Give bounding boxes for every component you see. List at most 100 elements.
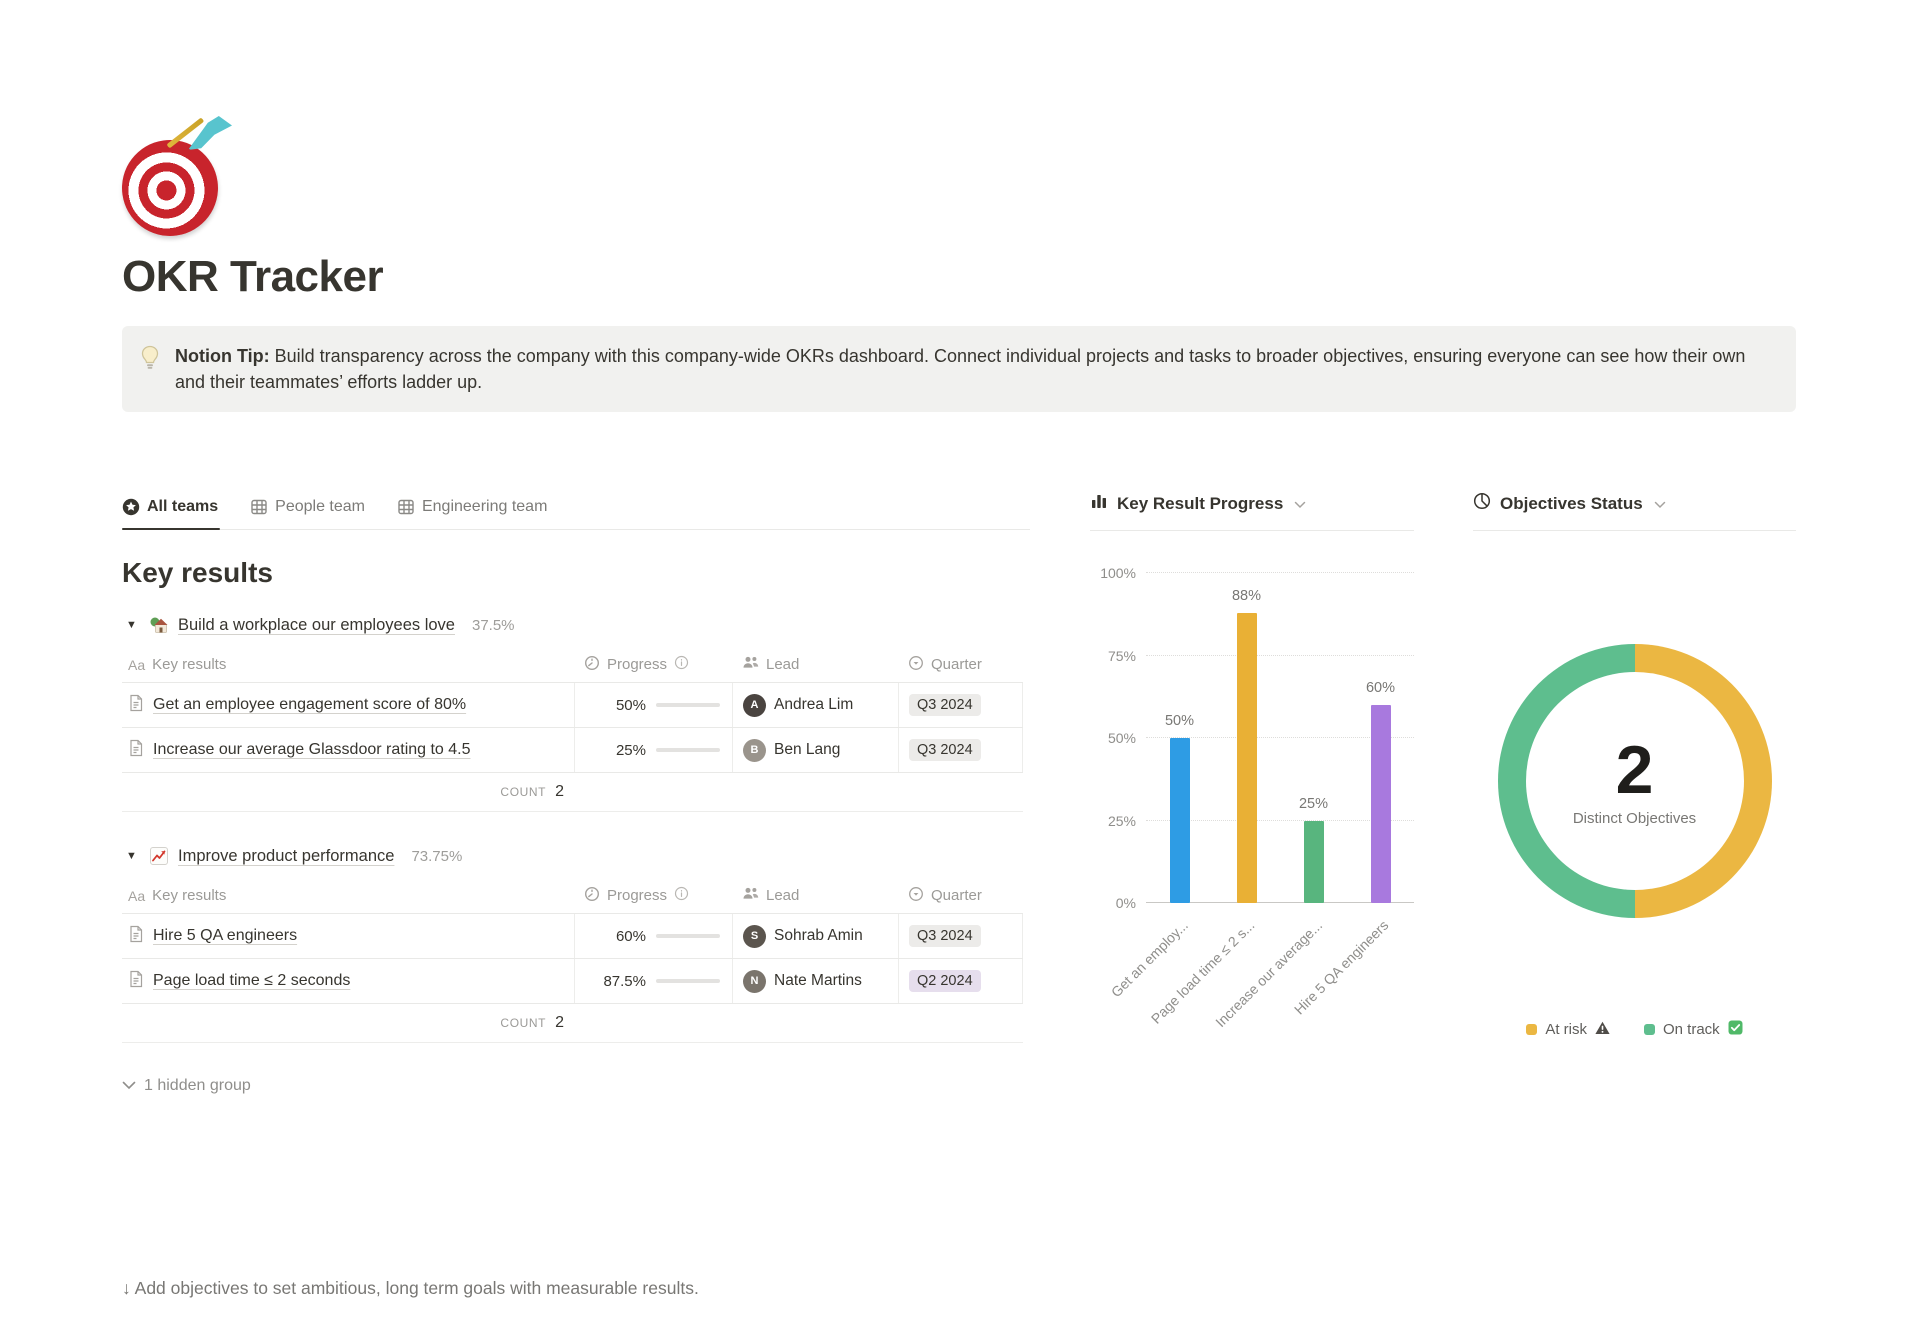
column-header-lead[interactable]: Lead <box>732 655 898 674</box>
legend-swatch <box>1643 1024 1655 1036</box>
people-icon <box>742 886 759 905</box>
content-grid: All teams People team Engineering team K… <box>0 492 1920 1095</box>
lead-name: Andrea Lim <box>774 696 854 714</box>
bar-chart-x-axis: Get an employ... Page load time ≤ 2 s...… <box>1108 903 1414 1078</box>
page-icon <box>128 694 144 716</box>
group-header: ▼ Improve product performance 73.75% <box>122 842 1030 878</box>
chevron-down-icon <box>122 1077 136 1095</box>
bar-slot: 88% <box>1213 573 1280 904</box>
bar[interactable] <box>1236 612 1257 904</box>
donut-chart-title: Objectives Status <box>1500 493 1643 513</box>
lead-name: Nate Martins <box>774 972 862 990</box>
okr-tracker-page: OKR Tracker Notion Tip: Build transparen… <box>0 116 1920 1325</box>
count-calculation[interactable]: COUNT 2 <box>122 1004 574 1042</box>
bar-slot: 60% <box>1347 573 1414 904</box>
bar-chart: 0% 25% 50% 75% 100% 50% 88% <box>1090 565 1414 1078</box>
donut-ring[interactable]: 2 Distinct Objectives <box>1497 644 1772 919</box>
bar-slot: 25% <box>1280 573 1347 904</box>
avatar: A <box>743 693 766 717</box>
column-header-progress[interactable]: Progress <box>574 886 732 906</box>
table-header-row: Aa Key results Progress Lead <box>122 647 1023 684</box>
donut-chart-header[interactable]: Objectives Status <box>1473 492 1796 532</box>
donut-center: 2 Distinct Objectives <box>1525 672 1744 891</box>
collapse-toggle-icon[interactable]: ▼ <box>126 850 137 863</box>
key-result-link[interactable]: Page load time ≤ 2 seconds <box>153 972 351 990</box>
tab-engineering-team[interactable]: Engineering team <box>397 492 549 529</box>
warning-icon <box>1595 1021 1610 1039</box>
count-calculation[interactable]: COUNT 2 <box>122 773 574 811</box>
key-result-link[interactable]: Hire 5 QA engineers <box>153 927 298 945</box>
legend-label: On track <box>1662 1021 1720 1039</box>
hidden-group-toggle[interactable]: 1 hidden group <box>122 1077 1030 1095</box>
objective-group-2: ▼ Improve product performance 73.75% Aa … <box>122 842 1030 1044</box>
column-header-progress[interactable]: Progress <box>574 655 732 675</box>
avatar: N <box>743 969 766 993</box>
chevron-down-icon <box>1294 494 1306 514</box>
table-icon <box>397 498 415 516</box>
page-icon <box>128 925 144 947</box>
quarter-tag: Q2 2024 <box>909 970 981 993</box>
objective-group-1: ▼ Build a workplace our employees love 3… <box>122 611 1030 813</box>
notion-tip-callout: Notion Tip: Build transparency across th… <box>122 326 1796 413</box>
check-icon <box>1728 1020 1743 1039</box>
view-tabs: All teams People team Engineering team <box>122 492 1030 531</box>
collapse-toggle-icon[interactable]: ▼ <box>126 619 137 632</box>
key-result-link[interactable]: Get an employee engagement score of 80% <box>153 696 467 714</box>
donut-legend: At risk On track <box>1526 1020 1743 1039</box>
column-label: Lead <box>766 887 800 905</box>
progress-bar <box>656 703 720 708</box>
lead-name: Sohrab Amin <box>774 927 863 945</box>
legend-label: At risk <box>1545 1021 1587 1039</box>
table-row[interactable]: Page load time ≤ 2 seconds 87.5% N Nate … <box>122 959 1023 1005</box>
objective-link[interactable]: Improve product performance <box>178 846 395 865</box>
column-header-name[interactable]: Aa Key results <box>122 656 574 673</box>
progress-percent: 87.5% <box>603 972 646 990</box>
objective-percent: 73.75% <box>411 847 463 865</box>
legend-item-on-track[interactable]: On track <box>1643 1020 1743 1039</box>
objective-link[interactable]: Build a workplace our employees love <box>178 615 455 634</box>
count-value: 2 <box>555 1014 564 1032</box>
gauge-icon <box>584 655 600 675</box>
donut-chart: 2 Distinct Objectives At risk On track <box>1473 531 1796 1039</box>
legend-item-at-risk[interactable]: At risk <box>1526 1020 1610 1039</box>
bar[interactable] <box>1169 738 1190 904</box>
column-label: Lead <box>766 656 800 674</box>
table-header-row: Aa Key results Progress Lead <box>122 878 1023 915</box>
bar[interactable] <box>1303 820 1324 904</box>
bar[interactable] <box>1370 705 1391 904</box>
chevron-down-icon <box>1654 494 1666 514</box>
key-results-panel: All teams People team Engineering team K… <box>122 492 1030 1095</box>
y-tick: 25% <box>1107 812 1136 829</box>
tab-all-teams[interactable]: All teams <box>122 492 221 531</box>
key-results-heading: Key results <box>122 557 273 589</box>
table-icon <box>250 498 268 516</box>
quarter-tag: Q3 2024 <box>909 694 981 717</box>
column-header-name[interactable]: Aa Key results <box>122 887 574 904</box>
page-icon-target[interactable] <box>115 116 234 243</box>
count-value: 2 <box>555 783 564 801</box>
column-label: Key results <box>152 656 227 674</box>
column-header-quarter[interactable]: Quarter <box>898 655 1023 675</box>
progress-bar <box>656 748 720 753</box>
star-circle-icon <box>122 498 140 516</box>
house-garden-emoji-icon <box>149 615 169 635</box>
tab-people-team[interactable]: People team <box>250 492 367 529</box>
group-header: ▼ Build a workplace our employees love 3… <box>122 611 1030 647</box>
notion-tip-text: Notion Tip: Build transparency across th… <box>175 343 1776 395</box>
count-label: COUNT <box>500 1016 547 1031</box>
column-label: Progress <box>607 656 668 674</box>
info-icon[interactable] <box>674 655 689 674</box>
bullseye-icon <box>115 133 225 243</box>
bar-value-label: 25% <box>1298 795 1329 812</box>
table-row[interactable]: Get an employee engagement score of 80% … <box>122 683 1023 729</box>
info-icon[interactable] <box>674 886 689 905</box>
table-row[interactable]: Increase our average Glassdoor rating to… <box>122 728 1023 774</box>
column-header-lead[interactable]: Lead <box>732 886 898 905</box>
progress-percent: 60% <box>615 927 646 945</box>
column-header-quarter[interactable]: Quarter <box>898 886 1023 906</box>
bar-chart-header[interactable]: Key Result Progress <box>1090 492 1414 532</box>
quarter-tag: Q3 2024 <box>909 925 981 948</box>
table-row[interactable]: Hire 5 QA engineers 60% S Sohrab Amin Q3… <box>122 914 1023 960</box>
key-result-link[interactable]: Increase our average Glassdoor rating to… <box>153 741 471 759</box>
add-objectives-note[interactable]: ↓ Add objectives to set ambitious, long … <box>122 1278 699 1298</box>
